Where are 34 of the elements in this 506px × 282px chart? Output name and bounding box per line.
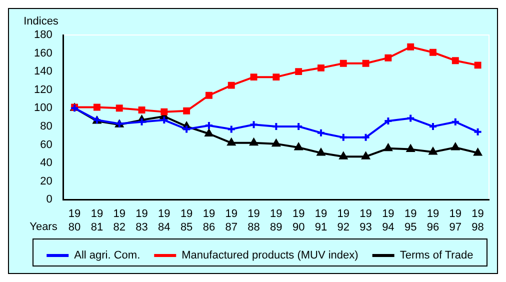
legend-label: Manufactured products (MUV index) — [182, 250, 358, 262]
y-tick-label: 160 — [34, 47, 52, 60]
y-tick-label: 20 — [40, 175, 52, 188]
x-tick-label: 19 94 — [382, 208, 394, 234]
x-tick-label: 19 84 — [158, 208, 170, 234]
x-tick-label: 19 87 — [225, 208, 238, 234]
x-tick-label: 19 89 — [270, 208, 282, 234]
y-tick-label: 40 — [40, 157, 52, 170]
y-tick-label: 140 — [34, 66, 52, 78]
y-tick-label: 100 — [34, 102, 52, 114]
legend-label: Terms of Trade — [400, 250, 474, 262]
y-tick-label: 60 — [40, 138, 52, 151]
x-tick-label: 19 83 — [136, 208, 148, 234]
y-tick-label: 80 — [40, 120, 52, 132]
y-tick-label: 0 — [46, 194, 52, 206]
x-tick-label: 19 91 — [314, 208, 328, 234]
x-tick-label: 19 96 — [426, 208, 440, 234]
x-tick-label: 19 86 — [202, 208, 216, 234]
x-tick-label: 19 82 — [113, 208, 126, 234]
y-axis-title: Indices — [24, 16, 59, 28]
x-tick-label: 19 90 — [292, 208, 305, 234]
x-axis-title: Years — [30, 221, 58, 234]
x-tick-label: 19 97 — [449, 208, 462, 234]
legend-label: All agri. Com. — [74, 250, 140, 262]
y-tick-label: 120 — [34, 84, 52, 96]
x-tick-label: 19 98 — [472, 208, 484, 234]
x-tick-label: 19 80 — [68, 208, 81, 234]
x-tick-label: 19 95 — [404, 208, 417, 234]
x-tick-label: 19 92 — [337, 208, 350, 234]
x-tick-label: 19 85 — [180, 208, 193, 234]
x-tick-label: 19 81 — [90, 208, 104, 234]
y-tick-label: 180 — [34, 29, 52, 42]
x-tick-label: 19 88 — [248, 208, 260, 234]
x-tick-label: 19 93 — [360, 208, 372, 234]
